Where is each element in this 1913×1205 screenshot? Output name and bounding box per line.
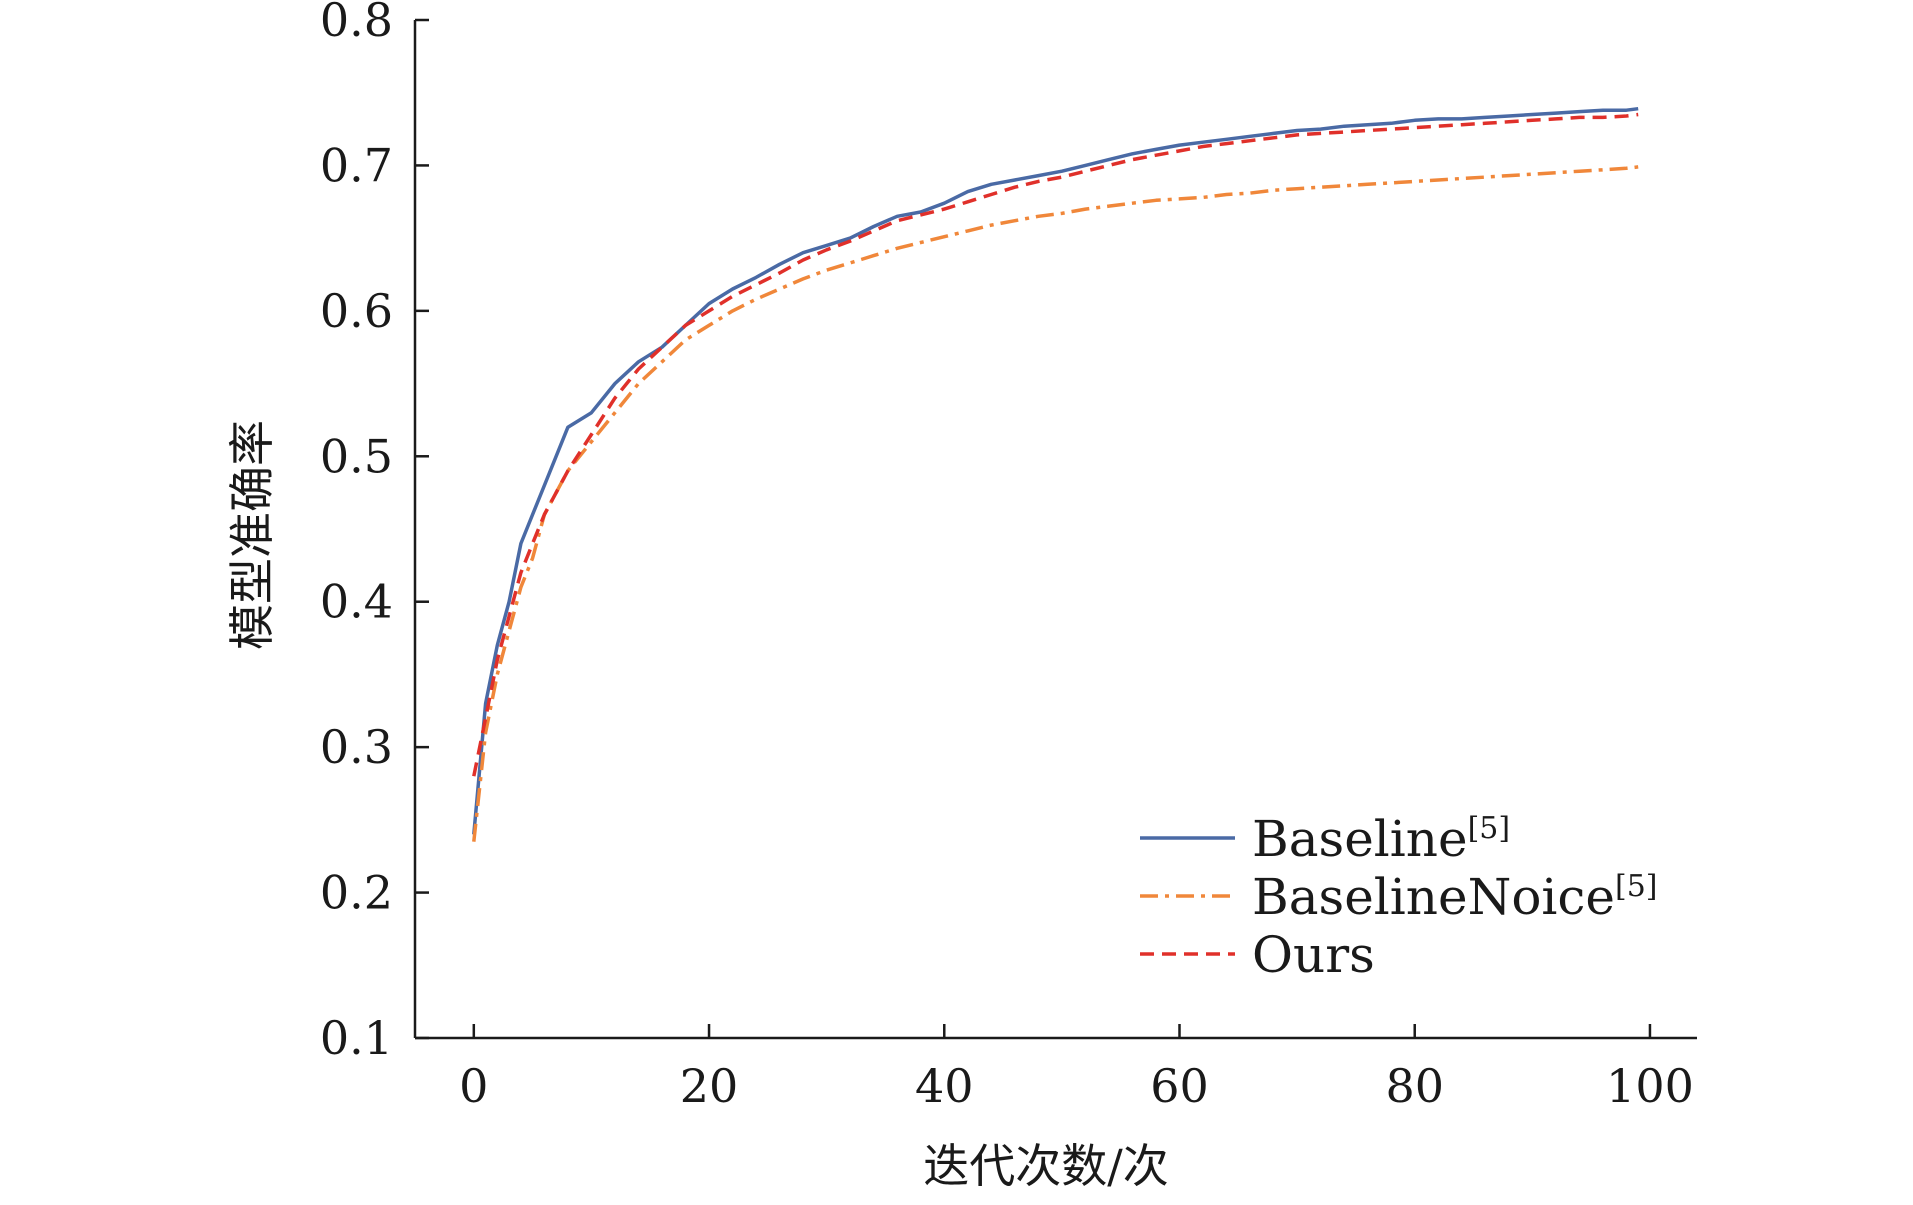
legend-label-baselinenoice: BaselineNoice[5] (1252, 868, 1658, 926)
legend-label-baseline: Baseline[5] (1252, 810, 1510, 868)
x-tick-label: 100 (1606, 1059, 1694, 1113)
y-tick-label: 0.5 (320, 429, 393, 483)
y-tick-label: 0.4 (320, 575, 393, 629)
legend-label-ours: Ours (1252, 926, 1375, 984)
series-lines (472, 106, 1639, 842)
x-tick-label: 0 (459, 1059, 488, 1113)
legend-name: Ours (1252, 926, 1375, 984)
x-tick-label: 80 (1385, 1059, 1444, 1113)
legend-citation: [5] (1468, 811, 1511, 846)
legend: Baseline[5]BaselineNoice[5]Ours (1140, 810, 1658, 984)
series-line-ours (472, 112, 1639, 777)
x-tick-label: 60 (1150, 1059, 1209, 1113)
legend-name: Baseline (1252, 810, 1468, 868)
x-tick-label: 40 (915, 1059, 974, 1113)
y-tick-label: 0.7 (320, 138, 393, 192)
x-axis-label: 迭代次数/次 (923, 1139, 1169, 1193)
y-tick-label: 0.2 (320, 866, 393, 920)
legend-name: BaselineNoice (1252, 868, 1615, 926)
y-tick-label: 0.8 (320, 0, 393, 47)
y-tick-label: 0.6 (320, 284, 393, 338)
series-line-baseline (472, 106, 1639, 835)
y-tick-label: 0.1 (320, 1011, 393, 1065)
y-tick-label: 0.3 (320, 720, 393, 774)
legend-citation: [5] (1615, 869, 1658, 904)
y-axis-label: 模型准确率 (225, 420, 279, 650)
axes: 0.1 0.2 0.3 0.4 0.5 0.6 0.7 0.8 0 20 40 60 80 100 (320, 0, 1697, 1113)
series-line-baselinenoice (472, 165, 1639, 842)
x-tick-label: 20 (680, 1059, 739, 1113)
